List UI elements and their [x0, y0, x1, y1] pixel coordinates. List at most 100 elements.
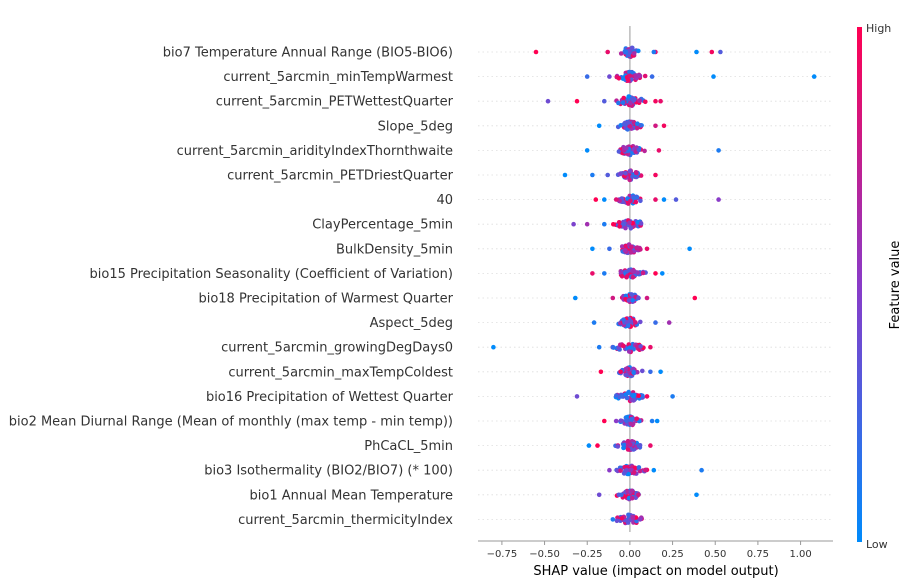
feature-label: bio1 Annual Mean Temperature	[250, 488, 453, 503]
x-axis-title: SHAP value (impact on model output)	[533, 564, 778, 579]
shap-point-outlier	[644, 394, 650, 399]
shap-point-outlier	[643, 467, 648, 473]
shap-point-outlier	[653, 172, 658, 178]
feature-label: bio3 Isothermality (BIO2/BIO7) (* 100)	[204, 464, 453, 479]
feature-label: current_5arcmin_growingDegDays0	[221, 341, 453, 356]
shap-point-outlier	[648, 369, 653, 375]
shap-point	[626, 390, 631, 396]
shap-point	[618, 418, 624, 424]
feature-label: current_5arcmin_thermicityIndex	[238, 513, 453, 528]
shap-point	[630, 275, 636, 280]
shap-point	[625, 520, 631, 525]
shap-point	[613, 197, 619, 202]
shap-point	[637, 98, 642, 103]
shap-point	[621, 442, 627, 448]
shap-point-outlier	[602, 418, 607, 424]
shap-point-outlier	[656, 148, 662, 153]
shap-point-outlier	[619, 492, 624, 498]
shap-point-outlier	[649, 418, 655, 424]
shap-point	[624, 274, 629, 280]
shap-point-outlier	[653, 271, 658, 276]
shap-point	[621, 221, 627, 227]
shap-point	[620, 100, 626, 106]
shap-point	[616, 149, 622, 154]
shap-point-outlier	[637, 517, 643, 522]
shap-point	[631, 370, 636, 376]
shap-point-outlier	[718, 49, 723, 55]
shap-point-outlier	[666, 320, 672, 325]
shap-point	[638, 344, 643, 349]
shap-point	[634, 195, 640, 200]
shap-point	[626, 78, 631, 83]
shap-point-outlier	[624, 467, 629, 473]
shap-point	[630, 298, 635, 303]
shap-point	[636, 147, 642, 153]
x-tick-label: 1.00	[789, 549, 811, 560]
shap-point-outlier	[602, 271, 607, 276]
shap-point-outlier	[651, 49, 657, 55]
shap-point	[624, 146, 629, 151]
feature-label: ClayPercentage_5min	[312, 218, 453, 233]
shap-point-outlier	[644, 246, 650, 252]
shap-point	[638, 319, 643, 325]
shap-point-outlier	[574, 394, 580, 399]
shap-point-outlier	[491, 344, 496, 350]
shap-point	[621, 471, 627, 476]
shap-point	[623, 49, 629, 55]
shap-point-outlier	[661, 123, 667, 129]
shap-point	[636, 295, 641, 301]
shap-point-outlier	[661, 197, 667, 202]
shap-point-outlier	[699, 467, 704, 473]
shap-point	[629, 495, 635, 501]
shap-point	[635, 369, 640, 375]
shap-point-outlier	[811, 74, 817, 79]
shap-point-outlier	[605, 172, 610, 178]
shap-point	[616, 100, 621, 106]
shap-point	[626, 298, 632, 303]
shap-point	[614, 393, 619, 398]
shap-point-outlier	[584, 74, 590, 79]
shap-point	[628, 100, 633, 106]
shap-point	[631, 195, 636, 200]
shap-point-outlier	[590, 246, 595, 252]
feature-label: bio16 Precipitation of Wettest Quarter	[206, 390, 454, 405]
shap-point-outlier	[658, 369, 663, 375]
shap-point	[618, 468, 623, 473]
shap-point	[630, 174, 635, 179]
shap-point-outlier	[602, 197, 607, 202]
shap-point-outlier	[649, 74, 655, 79]
shap-point	[638, 221, 644, 226]
shap-point-outlier	[694, 492, 699, 498]
shap-point	[627, 220, 632, 226]
shap-point	[637, 443, 643, 448]
shap-point	[626, 349, 632, 354]
shap-point	[643, 99, 648, 105]
shap-point	[636, 48, 641, 54]
shap-point	[624, 395, 630, 401]
shap-point-outlier	[607, 467, 612, 473]
shap-point	[630, 515, 636, 520]
shap-point	[631, 346, 636, 352]
shap-point-outlier	[610, 295, 616, 301]
feature-label: current_5arcmin_PETWettestQuarter	[216, 95, 454, 110]
shap-point	[627, 177, 632, 183]
shap-point-outlier	[584, 221, 590, 227]
feature-label: bio18 Precipitation of Warmest Quarter	[198, 292, 453, 307]
colorbar: High Low Feature value	[857, 22, 903, 551]
shap-point-outlier	[590, 172, 595, 178]
shap-point-outlier	[716, 148, 721, 153]
shap-point	[631, 51, 637, 56]
shap-point	[640, 368, 645, 374]
shap-point-outlier	[716, 197, 721, 202]
shap-point	[631, 98, 637, 103]
shap-point	[623, 170, 628, 176]
shap-point-outlier	[653, 98, 658, 104]
shap-point	[615, 444, 621, 449]
shap-point-outlier	[648, 443, 653, 448]
shap-point	[622, 248, 628, 253]
x-tick-label: −0.75	[487, 549, 518, 560]
shap-point	[631, 269, 637, 274]
colorbar-low-label: Low	[866, 538, 888, 551]
shap-point	[621, 95, 626, 101]
